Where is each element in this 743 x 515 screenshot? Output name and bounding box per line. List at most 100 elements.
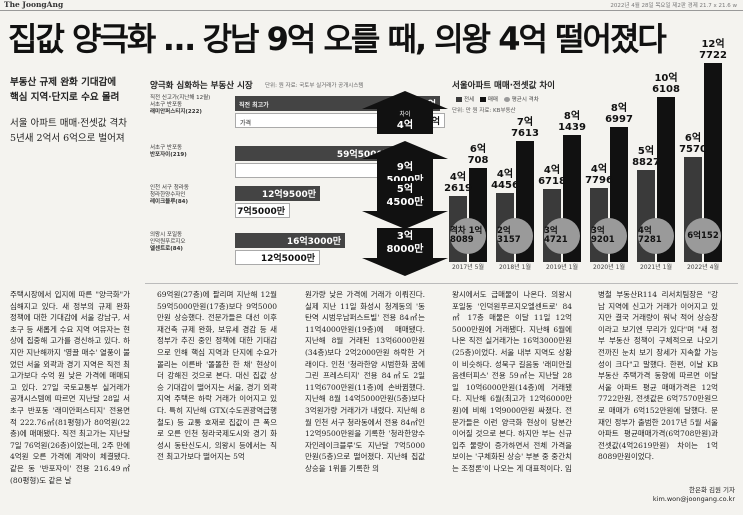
label-part: 7796 <box>585 174 613 186</box>
up-arrow-icon: 차이 4억 <box>362 91 448 134</box>
article-column-2: 69억원(27층)에 팔리며 지난해 12월 59억5000만원(17층)보다 … <box>157 290 277 462</box>
x-tick-label: 2018년 1월 <box>498 264 532 271</box>
chart1-change-value: 8000만 <box>386 244 424 255</box>
chart1-bar-prev-high: 16억3000만 <box>235 233 345 248</box>
label-part: 6억 <box>469 143 487 155</box>
article-divider <box>145 283 738 284</box>
x-tick-label: 2019년 1월 <box>545 264 579 271</box>
data-label-jeonse: 4억 4456 <box>490 169 520 191</box>
bar-maemae <box>704 63 722 262</box>
article-column-3: 원가량 낮은 가격에 거래가 이뤄진다. 실제 지난 11일 화성시 청계동의 … <box>305 290 425 473</box>
chart1-row-desc: 의왕시 포일동 인덕원푸르지오 엘센트로(84) <box>150 232 235 253</box>
data-label-maemae: 8억 6997 <box>604 103 634 125</box>
x-tick-label: 2020년 1월 <box>592 264 626 271</box>
x-tick-label: 2021년 1월 <box>639 264 673 271</box>
label-part: 8827 <box>632 157 660 169</box>
chart1-row-desc: 직전 신고가(지난해 12월) 서초구 반포동 래미안퍼스티지(222) <box>150 95 235 116</box>
byline: 한은화 김원 기자 kim.won@joongang.co.kr <box>653 486 735 504</box>
byline-email: kim.won@joongang.co.kr <box>652 495 735 503</box>
label-part: 6108 <box>652 83 680 95</box>
data-label-jeonse: 4억 7796 <box>584 164 614 186</box>
arrow-head <box>362 141 448 159</box>
chart1-desc-line: 의왕시 포일동 <box>150 232 183 238</box>
chart1-desc-line: 래미안퍼스티지(222) <box>150 109 202 115</box>
gap-circle: 3억9201 <box>591 218 627 254</box>
chart1-row-desc: 인천 서구 청라동 청라한양수자인 레이크블루(84) <box>150 185 235 206</box>
arrow-body: 3억 8000만 <box>377 228 433 258</box>
legend-jeonse: 전세 <box>464 97 475 103</box>
down-arrow-icon: 3억 8000만 <box>362 228 448 276</box>
byline-name: 한은화 김원 기자 <box>689 486 735 494</box>
data-label-maemae: 6억 708 <box>463 144 493 166</box>
x-tick-label: 2022년 4월 <box>686 264 720 271</box>
data-label-jeonse: 4억 6718 <box>537 165 567 187</box>
data-label-maemae: 12억 7722 <box>698 39 728 61</box>
label-part: 6997 <box>605 113 633 125</box>
label-part: 1439 <box>558 122 586 134</box>
issue-info: 2022년 4월 28일 목요일 제2판 경제 21.7 x 21.6 w <box>610 3 737 9</box>
label-part: 8억 <box>563 111 581 123</box>
label-part: 708 <box>467 154 489 166</box>
down-arrow-icon: 5억 4500만 <box>362 181 448 229</box>
chart1-desc-line: 인덕원푸르지오 <box>150 239 186 245</box>
legend-maemae: 매매 <box>487 97 498 103</box>
chart1-desc-line: 서초구 반포동 <box>150 145 183 151</box>
label-part: 8억 <box>610 102 628 114</box>
label-part: 7570 <box>679 143 707 155</box>
chart1-change-value: 4억 <box>396 120 414 131</box>
x-tick-label: 2017년 5월 <box>451 264 485 271</box>
arrow-head <box>362 91 448 109</box>
chart1-desc-line: 엘센트로(84) <box>150 246 183 252</box>
chart1-desc-line: 서초구 반포동 <box>150 102 183 108</box>
newspaper-logo: The JoongAng <box>4 0 64 9</box>
masthead: The JoongAng 2022년 4월 28일 목요일 제2판 경제 21.… <box>0 0 743 10</box>
gap-circle: 2억3157 <box>497 218 533 254</box>
chart2-title: 서울아파트 매매·전셋값 차이 <box>452 81 555 91</box>
chart1-desc-line: 레이크블루(84) <box>150 199 188 205</box>
label-part: 6718 <box>538 176 566 188</box>
chart1-change-value: 5000만 <box>377 174 433 187</box>
article-column-5: 병철 부동산R114 리서치팀장은 "강남 지역에 신고가 거래가 이어지고 있… <box>598 290 718 462</box>
article-column-1: 주택시장에서 입지에 따른 "양극화"가 심해지고 있다. 새 정부의 규제 완… <box>10 290 130 485</box>
label-part: 5억 <box>637 146 655 158</box>
label-part: 4억 <box>543 165 561 177</box>
data-label-jeonse: 4억 2619 <box>443 172 473 194</box>
data-label-maemae: 8억 1439 <box>557 111 587 133</box>
subhead-line-4: 5년새 2억서 6억으로 벌어져 <box>10 133 125 144</box>
top-divider <box>0 10 743 11</box>
legend-gap: 평균시 격차 <box>511 97 539 103</box>
subhead-line-3: 서울 아파트 매매·전셋값 격차 <box>10 118 127 129</box>
chart2-legend: 전세 매매 평균시 격차 <box>452 95 539 103</box>
legend-swatch-jeonse <box>456 97 462 102</box>
label-part: 4억 <box>590 163 608 175</box>
chart1-change-value: 3억 <box>396 231 414 242</box>
arrow-body: 5억 4500만 <box>377 181 433 211</box>
chart1-desc-line: 반포자이(219) <box>150 152 187 158</box>
gap-circle: 6억152 <box>685 218 721 254</box>
data-label-maemae: 7억 7613 <box>510 117 540 139</box>
chart1-desc-line: 인천 서구 청라동 <box>150 185 189 191</box>
chart1-bar-recent: 12억5000만 <box>235 250 320 265</box>
chart1-desc-line: 직전 신고가(지난해 12월) <box>150 95 211 101</box>
chart1-change-value: 5억 <box>396 184 414 195</box>
chart1-change-label: 차이 <box>399 111 411 118</box>
chart1-change-value: 9억 <box>396 162 414 173</box>
gap-circle: 3억4721 <box>544 218 580 254</box>
label-part: 7722 <box>699 50 727 62</box>
arrow-head <box>362 258 448 276</box>
chart1-bar-label: 가격 <box>240 120 252 127</box>
data-label-maemae: 10억 6108 <box>651 73 681 95</box>
chart1-change-value: 4500만 <box>386 197 424 208</box>
gap-circle: 격차 1억8089 <box>450 218 486 254</box>
chart1-bar-prev-high: 12억9500만 <box>235 186 320 201</box>
legend-swatch-gap <box>503 97 510 102</box>
data-label-jeonse: 5억 8827 <box>631 146 661 168</box>
chart1-bar-recent: 7억5000만 <box>235 203 290 218</box>
label-part: 2619 <box>444 182 472 194</box>
label-part: 7억 <box>516 117 534 129</box>
chart1-title: 양극화 심화하는 부동산 시장 <box>150 81 253 91</box>
chart1-row-desc: 서초구 반포동 반포자이(219) <box>150 145 235 159</box>
arrow-head <box>362 211 448 229</box>
chart2-unit: 단위: 만 원 자료: KB부동산 <box>452 108 516 114</box>
label-part: 10억 <box>654 72 678 84</box>
